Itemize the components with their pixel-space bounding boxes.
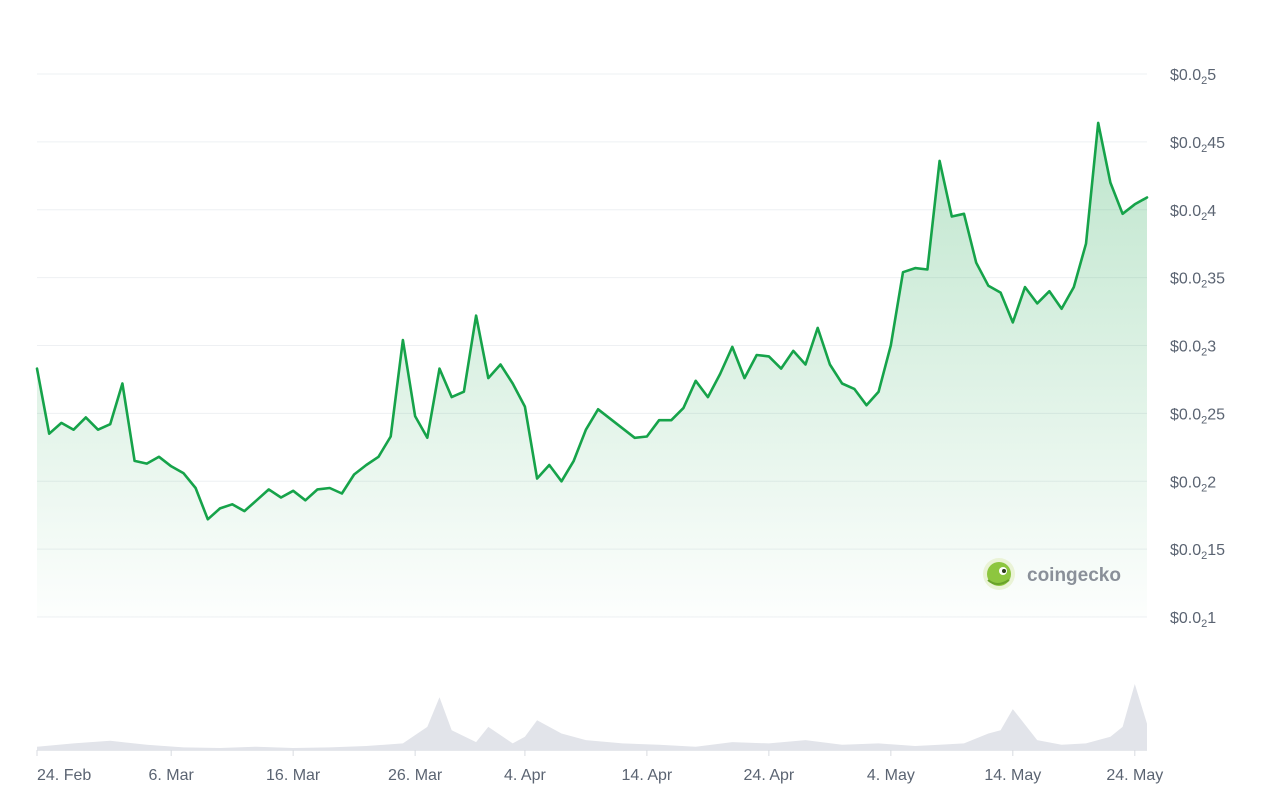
x-tick-label: 26. Mar	[388, 767, 443, 784]
x-tick-label: 14. Apr	[622, 767, 673, 784]
x-tick-label: 24. Feb	[37, 767, 91, 784]
y-tick-label: $0.0245	[1170, 135, 1225, 155]
x-tick-label: 24. Apr	[744, 767, 795, 784]
x-tick-label: 4. May	[867, 767, 915, 784]
x-tick-label: 16. Mar	[266, 767, 321, 784]
x-tick-label: 4. Apr	[504, 767, 546, 784]
gecko-eye-pupil	[1002, 569, 1006, 573]
y-tick-label: $0.0225	[1170, 406, 1225, 426]
x-tick-label: 24. May	[1106, 767, 1163, 784]
price-series-line	[35, 121, 1149, 521]
y-tick-label: $0.0235	[1170, 271, 1225, 291]
y-axis-ticks: $0.025 $0.0245 $0.024 $0.0235 $0.023 $0.0225 $…	[1170, 67, 1225, 630]
volume-series-area	[37, 684, 1147, 750]
y-tick-label: $0.021	[1170, 610, 1216, 630]
x-tick-label: 6. Mar	[149, 767, 195, 784]
coingecko-watermark: coingecko	[983, 558, 1121, 590]
y-tick-label: $0.024	[1170, 203, 1216, 223]
y-tick-label: $0.023	[1170, 339, 1216, 359]
gecko-mouth	[987, 579, 1010, 585]
x-tick-label: 14. May	[984, 767, 1041, 784]
x-axis-ticks: 24. Feb 6. Mar 16. Mar 26. Mar 4. Apr 14. Apr…	[36, 750, 1163, 784]
y-tick-label: $0.022	[1170, 474, 1216, 494]
price-area	[37, 122, 1147, 618]
volume-area	[37, 684, 1147, 750]
price-line	[35, 121, 1149, 521]
y-tick-label: $0.025	[1170, 67, 1216, 87]
y-tick-label: $0.0215	[1170, 542, 1225, 562]
price-area-fill	[37, 122, 1147, 618]
watermark-text: coingecko	[1027, 565, 1121, 586]
